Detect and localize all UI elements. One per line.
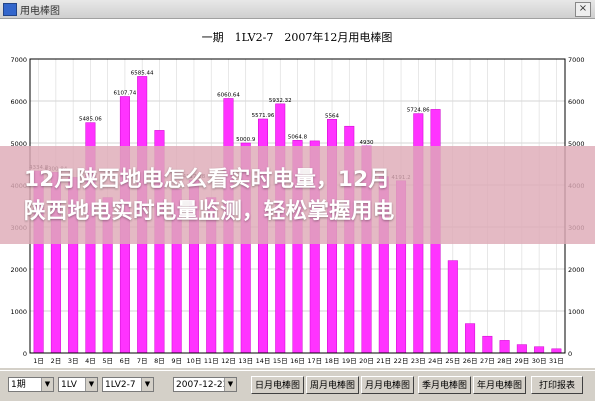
x-tick-label: 10日 <box>187 357 202 365</box>
y-tick-label: 7000 <box>10 56 27 64</box>
app-icon <box>3 3 17 16</box>
chevron-down-icon[interactable]: ▼ <box>141 378 153 391</box>
y-tick-label-right: 1000 <box>568 308 585 316</box>
data-label: 5564 <box>325 113 339 119</box>
chart-title: 一期 1LV2-7 2007年12月用电棒图 <box>202 30 393 44</box>
y-tick-label-right: 0 <box>568 350 572 358</box>
bar-30日 <box>534 346 545 354</box>
bar-28日 <box>499 340 510 354</box>
date-select-value: 2007-12-23 <box>176 380 229 390</box>
y-tick-label: 1000 <box>10 308 27 316</box>
bar-27日 <box>482 335 493 354</box>
y-tick-label: 5000 <box>10 140 27 148</box>
bar-26日 <box>465 323 476 354</box>
x-tick-label: 31日 <box>549 357 564 365</box>
x-tick-label: 1日 <box>33 357 44 365</box>
chevron-down-icon[interactable]: ▼ <box>41 378 53 391</box>
data-label: 6585.44 <box>131 70 154 76</box>
x-tick-label: 20日 <box>359 357 374 365</box>
x-tick-label: 13日 <box>238 357 253 365</box>
window-title: 用电棒图 <box>20 6 60 17</box>
x-tick-label: 24日 <box>428 357 443 365</box>
x-tick-label: 5日 <box>102 357 113 365</box>
data-label: 5932.32 <box>269 98 292 104</box>
x-tick-label: 19日 <box>342 357 357 365</box>
line-select-value: 1LV <box>61 380 77 390</box>
date-select[interactable]: 2007-12-23 ▼ <box>173 377 237 392</box>
toolbar: 1期 ▼ 1LV ▼ 1LV2-7 ▼ 2007-12-23 ▼ 日月电棒图 周… <box>0 370 595 401</box>
x-tick-label: 12日 <box>221 357 236 365</box>
season-chart-button[interactable]: 季月电棒图 <box>418 376 471 394</box>
headline-line-1: 12月陕西地电怎么看实时电量，12月 <box>24 167 391 192</box>
article-headline: 12月陕西地电怎么看实时电量，12月 陕西地电实时电量监测，轻松掌握用电 <box>24 164 584 228</box>
x-tick-label: 27日 <box>480 357 495 365</box>
bar-25日 <box>447 260 458 354</box>
data-label: 6107.74 <box>114 91 137 97</box>
x-tick-label: 26日 <box>463 357 478 365</box>
x-tick-label: 25日 <box>445 357 460 365</box>
data-label: 5724.86 <box>407 108 430 114</box>
data-label: 4930 <box>360 140 374 146</box>
x-tick-label: 9日 <box>171 357 182 365</box>
day-chart-button[interactable]: 日月电棒图 <box>251 376 304 394</box>
week-chart-button[interactable]: 周月电棒图 <box>306 376 359 394</box>
bar-29日 <box>516 344 527 354</box>
y-tick-label-right: 7000 <box>568 56 585 64</box>
x-tick-label: 29日 <box>514 357 529 365</box>
x-tick-label: 30日 <box>532 357 547 365</box>
x-tick-label: 21日 <box>376 357 391 365</box>
headline-line-2: 陕西地电实时电量监测，轻松掌握用电 <box>24 199 395 224</box>
x-tick-label: 7日 <box>137 357 148 365</box>
data-label: 5571.96 <box>252 113 275 119</box>
bar-31日 <box>551 348 562 354</box>
title-bar: 用电棒图 × <box>0 0 595 19</box>
x-tick-label: 23日 <box>411 357 426 365</box>
chevron-down-icon[interactable]: ▼ <box>224 378 236 391</box>
meter-select-value: 1LV2-7 <box>105 380 136 390</box>
phase-select-value: 1期 <box>11 380 26 390</box>
close-button[interactable]: × <box>575 2 591 17</box>
x-tick-label: 2日 <box>51 357 62 365</box>
x-tick-label: 15日 <box>273 357 288 365</box>
data-label: 5064.8 <box>288 134 308 140</box>
y-tick-label-right: 5000 <box>568 140 585 148</box>
x-tick-label: 16日 <box>290 357 305 365</box>
x-tick-label: 11日 <box>204 357 219 365</box>
print-report-button[interactable]: 打印报表 <box>531 376 583 394</box>
y-tick-label: 2000 <box>10 266 27 274</box>
y-tick-label: 0 <box>23 350 27 358</box>
x-tick-label: 3日 <box>68 357 79 365</box>
x-tick-label: 4日 <box>85 357 96 365</box>
phase-select[interactable]: 1期 ▼ <box>8 377 54 392</box>
meter-select[interactable]: 1LV2-7 ▼ <box>102 377 154 392</box>
x-tick-label: 28日 <box>497 357 512 365</box>
y-tick-label: 6000 <box>10 98 27 106</box>
x-tick-label: 22日 <box>394 357 409 365</box>
line-select[interactable]: 1LV ▼ <box>58 377 98 392</box>
y-tick-label-right: 2000 <box>568 266 585 274</box>
x-tick-label: 18日 <box>325 357 340 365</box>
x-tick-label: 6日 <box>120 357 131 365</box>
article-headline-banner: 12月陕西地电怎么看实时电量，12月 陕西地电实时电量监测，轻松掌握用电 <box>0 146 595 244</box>
x-tick-label: 8日 <box>154 357 165 365</box>
year-chart-button[interactable]: 年月电棒图 <box>473 376 526 394</box>
data-label: 5000.9 <box>236 137 256 143</box>
month-chart-button[interactable]: 月月电棒图 <box>361 376 414 394</box>
chevron-down-icon[interactable]: ▼ <box>85 378 97 391</box>
data-label: 6060.64 <box>217 92 240 98</box>
y-tick-label-right: 6000 <box>568 98 585 106</box>
data-label: 5485.06 <box>79 117 102 123</box>
x-tick-label: 17日 <box>307 357 322 365</box>
x-tick-label: 14日 <box>256 357 271 365</box>
